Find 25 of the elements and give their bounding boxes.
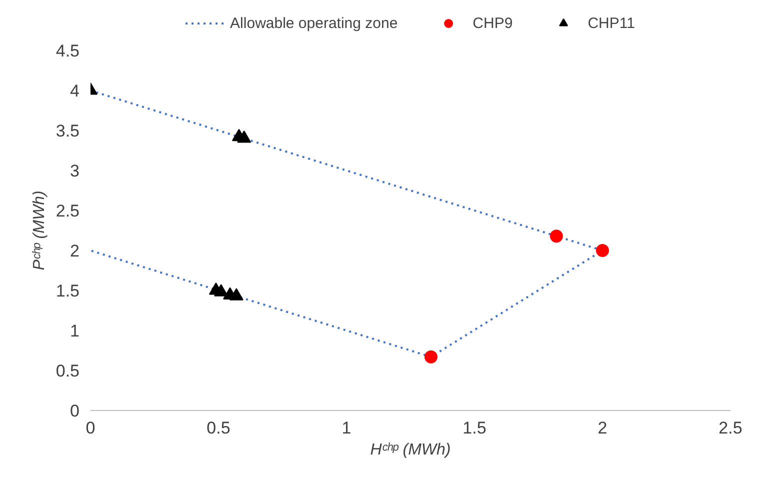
- x-tick-label: 2: [598, 418, 608, 438]
- point: [229, 288, 244, 300]
- legend-label: CHP11: [588, 14, 635, 32]
- y-tick-label: 3: [70, 162, 80, 180]
- legend-label: CHP9: [472, 14, 513, 32]
- y-tick-label: 2: [70, 242, 80, 260]
- point: [237, 130, 252, 143]
- legend-label: Allowable operating zone: [230, 14, 398, 32]
- y-tick-label: 4: [70, 82, 80, 100]
- y-tick-label: 1.5: [56, 282, 80, 300]
- y-tick-label: 0: [70, 402, 80, 420]
- x-tick-label: 0: [86, 418, 96, 438]
- y-tick-label: 3.5: [56, 122, 80, 140]
- x-tick-label: 1: [342, 418, 352, 438]
- y-tick-label: 1: [70, 322, 80, 340]
- y-tick-label: 2.5: [56, 202, 80, 220]
- point: [424, 350, 438, 364]
- x-tick-label: 1.5: [462, 418, 486, 438]
- point: [214, 284, 228, 296]
- x-tick-label: 0.5: [206, 418, 230, 438]
- y-tick-label: 4.5: [56, 42, 80, 60]
- y-axis-title: Pᶜʰᵖ (MWh): [30, 190, 48, 270]
- y-tick-label: 0.5: [56, 362, 80, 380]
- x-axis-title: Hᶜʰᵖ (MWh): [370, 442, 451, 458]
- x-tick-label: 2.5: [718, 418, 742, 438]
